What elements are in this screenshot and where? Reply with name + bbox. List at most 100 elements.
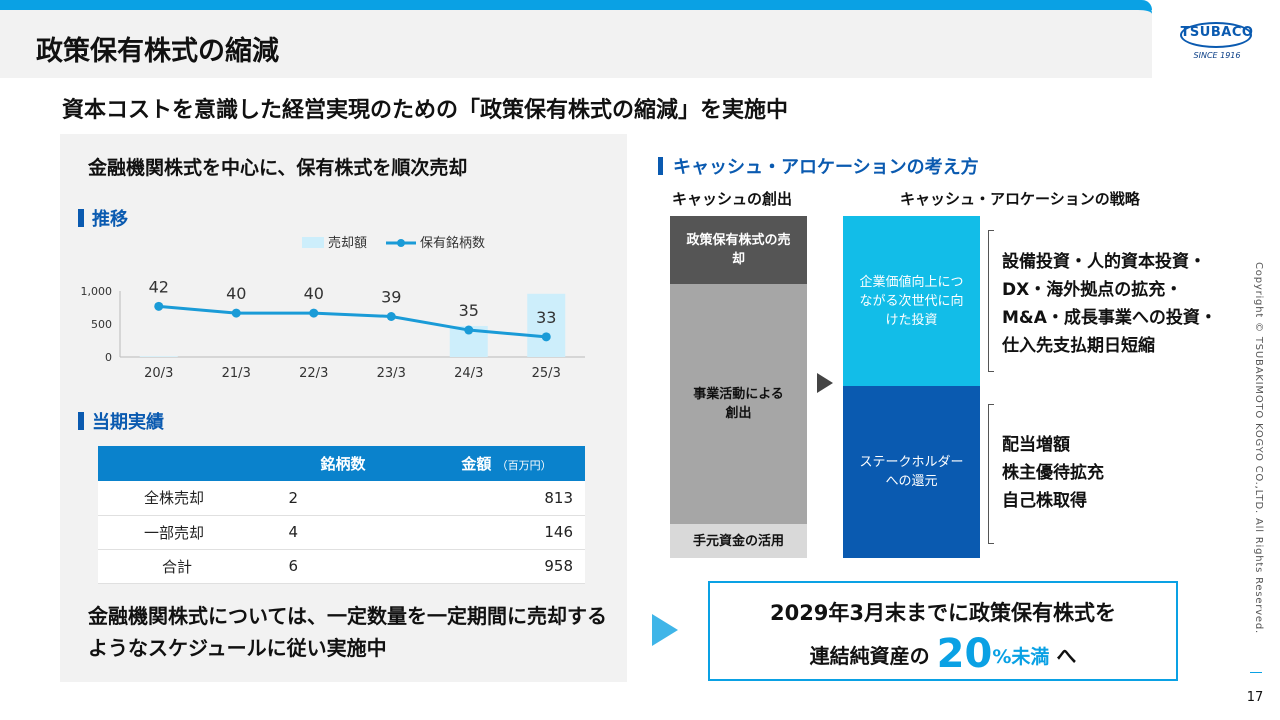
goal-big-number: 20 (936, 631, 993, 677)
block-business-text: 事業活動による創出 (693, 387, 784, 421)
legend-bar-swatch (302, 237, 324, 248)
y-tick-label: 0 (105, 351, 112, 364)
block-invest: 企業価値向上につながる次世代に向けた投資 (843, 216, 980, 386)
goal-line2: 連結純資産の 20%未満 へ (710, 631, 1176, 677)
left-heading: 金融機関株式を中心に、保有株式を順次売却 (88, 157, 468, 179)
results-label: 当期実績 (78, 408, 164, 434)
data-label: 39 (381, 288, 401, 307)
line-point (386, 312, 396, 321)
right-heading-bar (658, 157, 663, 175)
table-header-blank (98, 446, 258, 481)
bar (139, 356, 178, 357)
results-table: 銘柄数 金額 （百万円） 全株売却 2 813 一部売却 4 146 合計 6 … (98, 446, 585, 584)
return-item: 自己株取得 (1002, 491, 1087, 511)
bar (527, 293, 566, 357)
goal-arrow-icon (652, 614, 678, 646)
x-tick-label: 21/3 (222, 366, 251, 381)
page-title: 政策保有株式の縮減 (36, 36, 279, 67)
block-invest-text: 企業価値向上につながる次世代に向けた投資 (859, 274, 964, 328)
y-tick-label: 500 (91, 318, 112, 331)
row-count: 4 (258, 515, 428, 550)
flow-arrow-icon (817, 373, 833, 393)
trend-label: 推移 (78, 205, 128, 231)
row-label: 一部売却 (98, 515, 258, 550)
x-tick-label: 25/3 (532, 366, 561, 381)
top-accent-strip (0, 0, 1152, 10)
block-return: ステークホルダーへの還元 (843, 386, 980, 558)
goal-pct: %未満 (992, 646, 1050, 668)
block-cash: 手元資金の活用 (670, 524, 807, 558)
row-count: 2 (258, 481, 428, 516)
invest-bracket (988, 230, 994, 372)
x-tick-label: 24/3 (454, 366, 483, 381)
data-label: 42 (149, 277, 169, 296)
line-point (154, 301, 164, 311)
block-return-text: ステークホルダーへの還元 (859, 455, 964, 489)
data-label: 33 (536, 308, 556, 327)
block-policy-sale-text: 政策保有株式の売却 (686, 233, 791, 267)
line-point (541, 332, 551, 342)
block-business: 事業活動による創出 (670, 284, 807, 524)
table-row: 全株売却 2 813 (98, 481, 585, 516)
return-bracket (988, 404, 994, 544)
row-label: 合計 (98, 549, 258, 584)
col-head-creation: キャッシュの創出 (672, 190, 793, 208)
invest-items: 設備投資・人的資本投資・ DX・海外拠点の拡充・ M&A・成長事業への投資・ 仕… (1002, 248, 1217, 360)
x-tick-label: 20/3 (144, 366, 173, 381)
page-number: 17 (1246, 690, 1264, 705)
block-policy-sale: 政策保有株式の売却 (670, 216, 807, 284)
amount-unit: （百万円） (496, 459, 552, 472)
right-heading-text: キャッシュ・アロケーションの考え方 (673, 157, 979, 178)
y-tick-label: 1,000 (81, 285, 113, 298)
logo-text: TSUBACO (1180, 25, 1254, 40)
goal-line2-pre: 連結純資産の (809, 644, 930, 668)
company-logo: TSUBACO SINCE 1916 (1176, 22, 1258, 64)
invest-item: DX・海外拠点の拡充・ (1002, 280, 1183, 300)
legend-line-marker (397, 239, 405, 247)
return-item: 配当増額 (1002, 435, 1070, 455)
results-label-text: 当期実績 (92, 412, 164, 433)
goal-box: 2029年3月末までに政策保有株式を 連結純資産の 20%未満 へ (708, 581, 1178, 681)
logo-since: SINCE 1916 (1193, 51, 1241, 60)
return-item: 株主優待拡充 (1002, 463, 1104, 483)
data-label: 35 (459, 301, 479, 320)
table-row: 合計 6 958 (98, 549, 585, 584)
goal-line2-post: へ (1056, 644, 1077, 668)
row-label: 全株売却 (98, 481, 258, 516)
table-header-row: 銘柄数 金額 （百万円） (98, 446, 585, 481)
table-header-amount: 金額 （百万円） (428, 446, 585, 481)
line-point (231, 308, 241, 318)
title-band: 政策保有株式の縮減 (0, 0, 1152, 78)
invest-item: M&A・成長事業への投資・ (1002, 308, 1217, 328)
left-panel: 金融機関株式を中心に、保有株式を順次売却 推移 1,000 500 0 42 40 40 3… (60, 134, 627, 682)
block-cash-text: 手元資金の活用 (692, 533, 784, 549)
row-count: 6 (258, 549, 428, 584)
col-head-strategy: キャッシュ・アロケーションの戦略 (900, 190, 1140, 208)
line-series (158, 304, 547, 339)
invest-item: 仕入先支払期日短縮 (1002, 336, 1155, 356)
goal-line1: 2029年3月末までに政策保有株式を (769, 601, 1117, 625)
row-amount: 958 (428, 549, 585, 584)
data-label: 40 (304, 284, 324, 303)
results-label-bar (78, 412, 84, 430)
logo-oval (1180, 22, 1252, 48)
x-tick-label: 23/3 (377, 366, 406, 381)
row-amount: 146 (428, 515, 585, 550)
line-point (309, 308, 319, 318)
page-number-line (1250, 672, 1262, 673)
legend-line-label: 保有銘柄数 (420, 236, 485, 251)
x-tick-label: 22/3 (299, 366, 328, 381)
line-point (464, 325, 474, 335)
trend-label-bar (78, 209, 84, 227)
copyright: Copyright © TSUBAKIMOTO KOGYO CO.,LTD. A… (1253, 262, 1264, 634)
slide-subtitle: 資本コストを意識した経営実現のための「政策保有株式の縮減」を実施中 (62, 98, 789, 123)
legend-bar-label: 売却額 (328, 235, 367, 251)
invest-item: 設備投資・人的資本投資・ (1002, 252, 1206, 272)
return-items: 配当増額 株主優待拡充 自己株取得 (1002, 431, 1104, 515)
row-amount: 813 (428, 481, 585, 516)
table-row: 一部売却 4 146 (98, 515, 585, 550)
table-header-count: 銘柄数 (258, 446, 428, 481)
data-label: 40 (226, 284, 246, 303)
right-heading: キャッシュ・アロケーションの考え方 (658, 153, 979, 179)
trend-chart: 1,000 500 0 42 40 40 39 35 33 20/3 21/3 22/3 23/3 24/… (81, 235, 585, 381)
